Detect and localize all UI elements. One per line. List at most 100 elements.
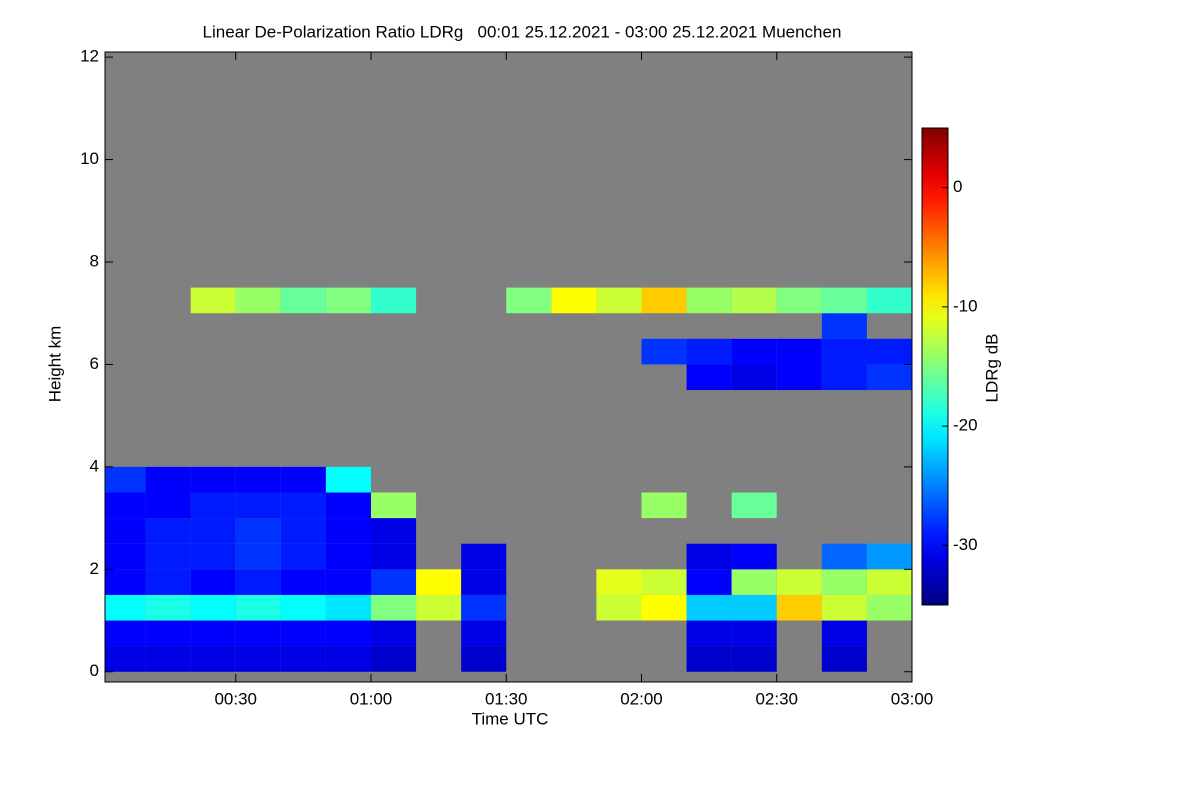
y-tick-label: 10	[80, 149, 99, 168]
y-tick-label: 0	[90, 661, 99, 680]
heatmap-cell	[280, 620, 326, 647]
heatmap-cell	[105, 569, 146, 595]
heatmap-cell	[866, 543, 912, 570]
heatmap-cell	[190, 620, 236, 647]
heatmap-cell	[686, 287, 732, 314]
heatmap-cell	[731, 646, 777, 672]
y-tick-label: 4	[90, 456, 99, 475]
heatmap-cell	[370, 594, 417, 621]
heatmap-cell	[686, 646, 732, 672]
heatmap-cell	[370, 543, 417, 570]
heatmap-cell	[641, 569, 687, 595]
heatmap-cell	[686, 364, 732, 391]
heatmap-cell	[370, 569, 417, 595]
heatmap-cell	[235, 518, 281, 544]
x-tick-label: 01:00	[350, 689, 393, 708]
heatmap-cell	[821, 594, 867, 621]
y-tick-label: 8	[90, 251, 99, 270]
heatmap-cell	[145, 646, 191, 672]
colorbar-tick-label: 0	[953, 177, 962, 196]
heatmap-cell	[235, 543, 281, 570]
heatmap-cell	[776, 569, 822, 595]
x-tick-label: 01:30	[485, 689, 528, 708]
heatmap-cell	[821, 620, 867, 647]
heatmap-cell	[866, 594, 912, 621]
heatmap-cell	[190, 569, 236, 595]
heatmap-cell	[370, 646, 417, 672]
heatmap-cell	[641, 287, 687, 314]
heatmap-cell	[105, 466, 146, 493]
y-tick-label: 6	[90, 354, 99, 373]
heatmap-cell	[731, 338, 777, 365]
x-tick-label: 02:00	[620, 689, 663, 708]
heatmap-cell	[190, 492, 236, 519]
heatmap-cell	[416, 569, 462, 595]
heatmap-cell	[105, 543, 146, 570]
heatmap-cell	[325, 569, 371, 595]
heatmap-cell	[280, 492, 326, 519]
colorbar-tick-label: -30	[953, 535, 978, 554]
heatmap-cell	[235, 287, 281, 314]
heatmap-cell	[731, 492, 777, 519]
heatmap-cell	[280, 287, 326, 314]
heatmap-cell	[776, 287, 822, 314]
heatmap-cell	[235, 594, 281, 621]
heatmap-cell	[596, 594, 642, 621]
x-axis-label: Time UTC	[472, 709, 549, 728]
heatmap-cell	[866, 338, 912, 365]
heatmap-cell	[190, 543, 236, 570]
heatmap-cell	[461, 543, 507, 570]
heatmap-cell	[105, 620, 146, 647]
heatmap-cell	[821, 313, 867, 339]
heatmap-cell	[416, 594, 462, 621]
y-tick-label: 12	[80, 47, 99, 66]
heatmap-cell	[325, 646, 371, 672]
colorbar-tick-label: -10	[953, 296, 978, 315]
heatmap-cell	[731, 364, 777, 391]
heatmap-cell	[105, 492, 146, 519]
heatmap-cell	[190, 518, 236, 544]
heatmap-cell	[325, 518, 371, 544]
heatmap-cell	[551, 287, 597, 314]
heatmap-cell	[821, 338, 867, 365]
heatmap-cell	[461, 620, 507, 647]
heatmap-cell	[105, 646, 146, 672]
heatmap-cell	[190, 594, 236, 621]
heatmap-cell	[731, 287, 777, 314]
heatmap-cell	[145, 594, 191, 621]
colorbar-tick-label: -20	[953, 416, 978, 435]
heatmap-cell	[776, 594, 822, 621]
heatmap-cell	[145, 620, 191, 647]
heatmap-cell	[235, 466, 281, 493]
y-tick-label: 2	[90, 559, 99, 578]
heatmap-cell	[686, 594, 732, 621]
heatmap-cell	[235, 569, 281, 595]
heatmap-cell	[596, 287, 642, 314]
heatmap-cell	[235, 492, 281, 519]
heatmap-cell	[145, 569, 191, 595]
heatmap-cell	[686, 338, 732, 365]
colorbar-label: LDRg dB	[982, 334, 1001, 403]
heatmap-cell	[370, 287, 417, 314]
heatmap-cell	[280, 646, 326, 672]
heatmap-cell	[145, 492, 191, 519]
plot-frame	[104, 51, 913, 683]
heatmap-cell	[641, 492, 687, 519]
heatmap-cell	[235, 646, 281, 672]
heatmap-cell	[325, 287, 371, 314]
heatmap-cell	[235, 620, 281, 647]
heatmap-cell	[325, 466, 371, 493]
heatmap-cell	[641, 594, 687, 621]
heatmap-cell	[821, 287, 867, 314]
heatmap-cell	[105, 518, 146, 544]
heatmap-cell	[325, 620, 371, 647]
heatmap-cell	[731, 569, 777, 595]
heatmap-cell	[280, 569, 326, 595]
heatmap-cell	[776, 364, 822, 391]
chart-title: Linear De-Polarization Ratio LDRg 00:01 …	[203, 22, 842, 41]
colorbar	[921, 127, 949, 606]
heatmap-cell	[506, 287, 552, 314]
heatmap-cell	[145, 518, 191, 544]
heatmap-cell	[190, 287, 236, 314]
